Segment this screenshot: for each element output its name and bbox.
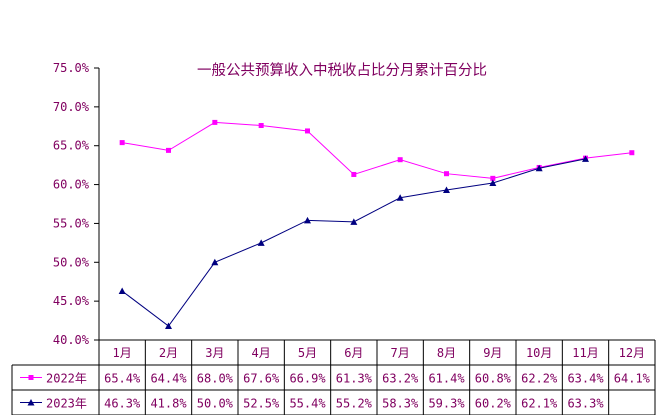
- y-tick-label: 60.0%: [53, 178, 90, 192]
- chart-title: 一般公共预算收入中税收占比分月累计百分比: [197, 62, 487, 79]
- x-tick-label: 8月: [437, 346, 456, 360]
- data-point: [489, 179, 497, 187]
- data-label: 66.9%: [289, 372, 326, 386]
- data-point: [443, 186, 450, 194]
- data-label: 61.3%: [336, 372, 373, 386]
- y-tick-label: 55.0%: [53, 216, 90, 230]
- data-label: 50.0%: [197, 397, 234, 411]
- data-label: 67.6%: [243, 372, 280, 386]
- data-point: [257, 239, 265, 246]
- x-tick-label: 1月: [113, 346, 132, 360]
- x-tick-label: 10月: [526, 346, 552, 360]
- x-tick-label: 2月: [159, 346, 178, 360]
- data-label: 63.2%: [382, 372, 419, 386]
- y-tick-label: 75.0%: [53, 61, 90, 75]
- data-point: [118, 287, 126, 295]
- series-line-0: [122, 121, 632, 179]
- data-label: 58.3%: [382, 397, 419, 411]
- x-tick-label: 6月: [344, 346, 363, 360]
- data-point: [396, 194, 404, 201]
- legend-label: 2023年: [46, 397, 87, 411]
- data-table: 1月 2月 3月 4月 5月 6月 7月 8月 9月 10月 11月 12月 2022年 65.4% 64.…: [11, 339, 656, 415]
- series-lines: [118, 119, 635, 330]
- data-point: [535, 164, 543, 172]
- data-point: [444, 171, 449, 177]
- x-tick-label: 4月: [252, 346, 271, 360]
- x-tick-label: 9月: [483, 346, 502, 360]
- data-label: 62.2%: [521, 372, 558, 386]
- data-label: 63.3%: [567, 397, 604, 411]
- data-point: [350, 218, 358, 225]
- data-label: 60.8%: [475, 372, 512, 386]
- y-tick-label: 70.0%: [53, 100, 90, 114]
- data-point: [211, 258, 219, 266]
- data-point: [119, 140, 125, 146]
- series-line-1: [121, 158, 586, 327]
- data-point: [165, 322, 172, 330]
- x-tick-label: 7月: [391, 346, 410, 360]
- x-tick-label: 12月: [619, 346, 645, 360]
- data-point: [166, 147, 171, 153]
- data-point: [582, 155, 589, 162]
- data-point: [305, 128, 310, 134]
- x-tick-label: 5月: [298, 346, 317, 360]
- data-label: 59.3%: [428, 397, 465, 411]
- data-point: [397, 157, 403, 163]
- data-label: 46.3%: [104, 397, 141, 411]
- data-label: 55.2%: [336, 397, 373, 411]
- data-label: 63.4%: [567, 372, 604, 386]
- data-point: [490, 175, 496, 181]
- data-point: [27, 399, 35, 406]
- data-point: [212, 119, 218, 125]
- data-point: [304, 216, 311, 224]
- y-tick-label: 45.0%: [53, 294, 90, 308]
- legend-label: 2022年: [46, 372, 87, 386]
- data-label: 41.8%: [150, 397, 187, 411]
- data-label: 62.1%: [521, 397, 558, 411]
- data-label: 64.4%: [150, 372, 187, 386]
- y-tick-label: 50.0%: [53, 255, 90, 269]
- x-tick-label: 11月: [572, 346, 598, 360]
- data-point: [629, 150, 635, 156]
- data-label: 68.0%: [197, 372, 234, 386]
- data-label: 52.5%: [243, 397, 280, 411]
- x-tick-label: 3月: [205, 346, 224, 360]
- data-point: [258, 123, 264, 129]
- y-tick-label: 65.0%: [53, 139, 90, 153]
- data-point: [351, 171, 357, 177]
- data-label: 65.4%: [104, 372, 141, 386]
- data-label: 55.4%: [289, 397, 326, 411]
- y-tick-label: 40.0%: [53, 333, 90, 347]
- data-point: [28, 375, 34, 380]
- data-label: 61.4%: [428, 372, 465, 386]
- data-label: 60.2%: [475, 397, 512, 411]
- data-label: 64.1%: [614, 372, 651, 386]
- axes: 40.0% 45.0% 50.0% 55.0% 60.0% 65.0% 70.0% 75.0%: [53, 61, 100, 347]
